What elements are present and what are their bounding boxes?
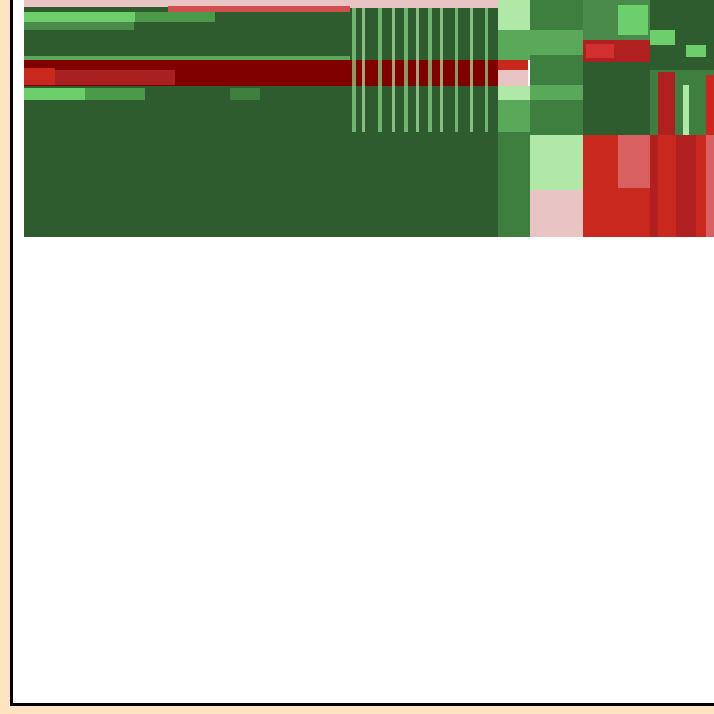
cell xyxy=(498,86,530,100)
cell xyxy=(583,62,650,135)
cell xyxy=(24,68,55,85)
cell xyxy=(498,0,530,30)
stripe xyxy=(362,8,365,132)
middle-block xyxy=(350,0,530,237)
cell xyxy=(530,190,583,237)
cell xyxy=(696,135,706,237)
cell xyxy=(586,44,614,58)
cell xyxy=(686,45,706,57)
stripe xyxy=(392,8,395,132)
stripe xyxy=(485,8,488,132)
cell xyxy=(350,0,498,237)
cell xyxy=(24,88,85,100)
cell xyxy=(618,5,648,35)
cell xyxy=(530,85,583,100)
cell xyxy=(498,60,528,70)
cell xyxy=(230,88,260,100)
cell xyxy=(618,135,650,188)
cell xyxy=(55,70,175,85)
cell xyxy=(498,70,528,86)
cell xyxy=(658,72,675,135)
left-block xyxy=(24,0,350,237)
stripe xyxy=(416,8,419,132)
stripe xyxy=(428,8,432,132)
stripe xyxy=(455,8,458,132)
cell xyxy=(706,75,714,135)
cell xyxy=(650,30,675,45)
right-block xyxy=(530,0,714,237)
cell xyxy=(530,0,583,135)
stripe xyxy=(378,8,382,132)
cell xyxy=(24,56,350,60)
cell xyxy=(706,135,714,237)
cell xyxy=(498,100,530,132)
cell xyxy=(168,6,350,12)
cell xyxy=(24,0,350,7)
cell xyxy=(85,88,145,100)
cell xyxy=(350,0,498,8)
cell xyxy=(498,30,530,60)
stripe xyxy=(470,8,473,132)
stripe xyxy=(352,8,356,132)
cell xyxy=(135,12,215,22)
cell xyxy=(24,12,135,22)
cell xyxy=(530,135,583,190)
cell xyxy=(24,0,350,237)
stripe xyxy=(404,8,408,132)
stripe xyxy=(440,8,443,132)
cell xyxy=(498,132,530,237)
cell xyxy=(658,135,676,237)
cell xyxy=(530,30,583,55)
cell xyxy=(24,22,134,30)
cell xyxy=(683,85,689,135)
